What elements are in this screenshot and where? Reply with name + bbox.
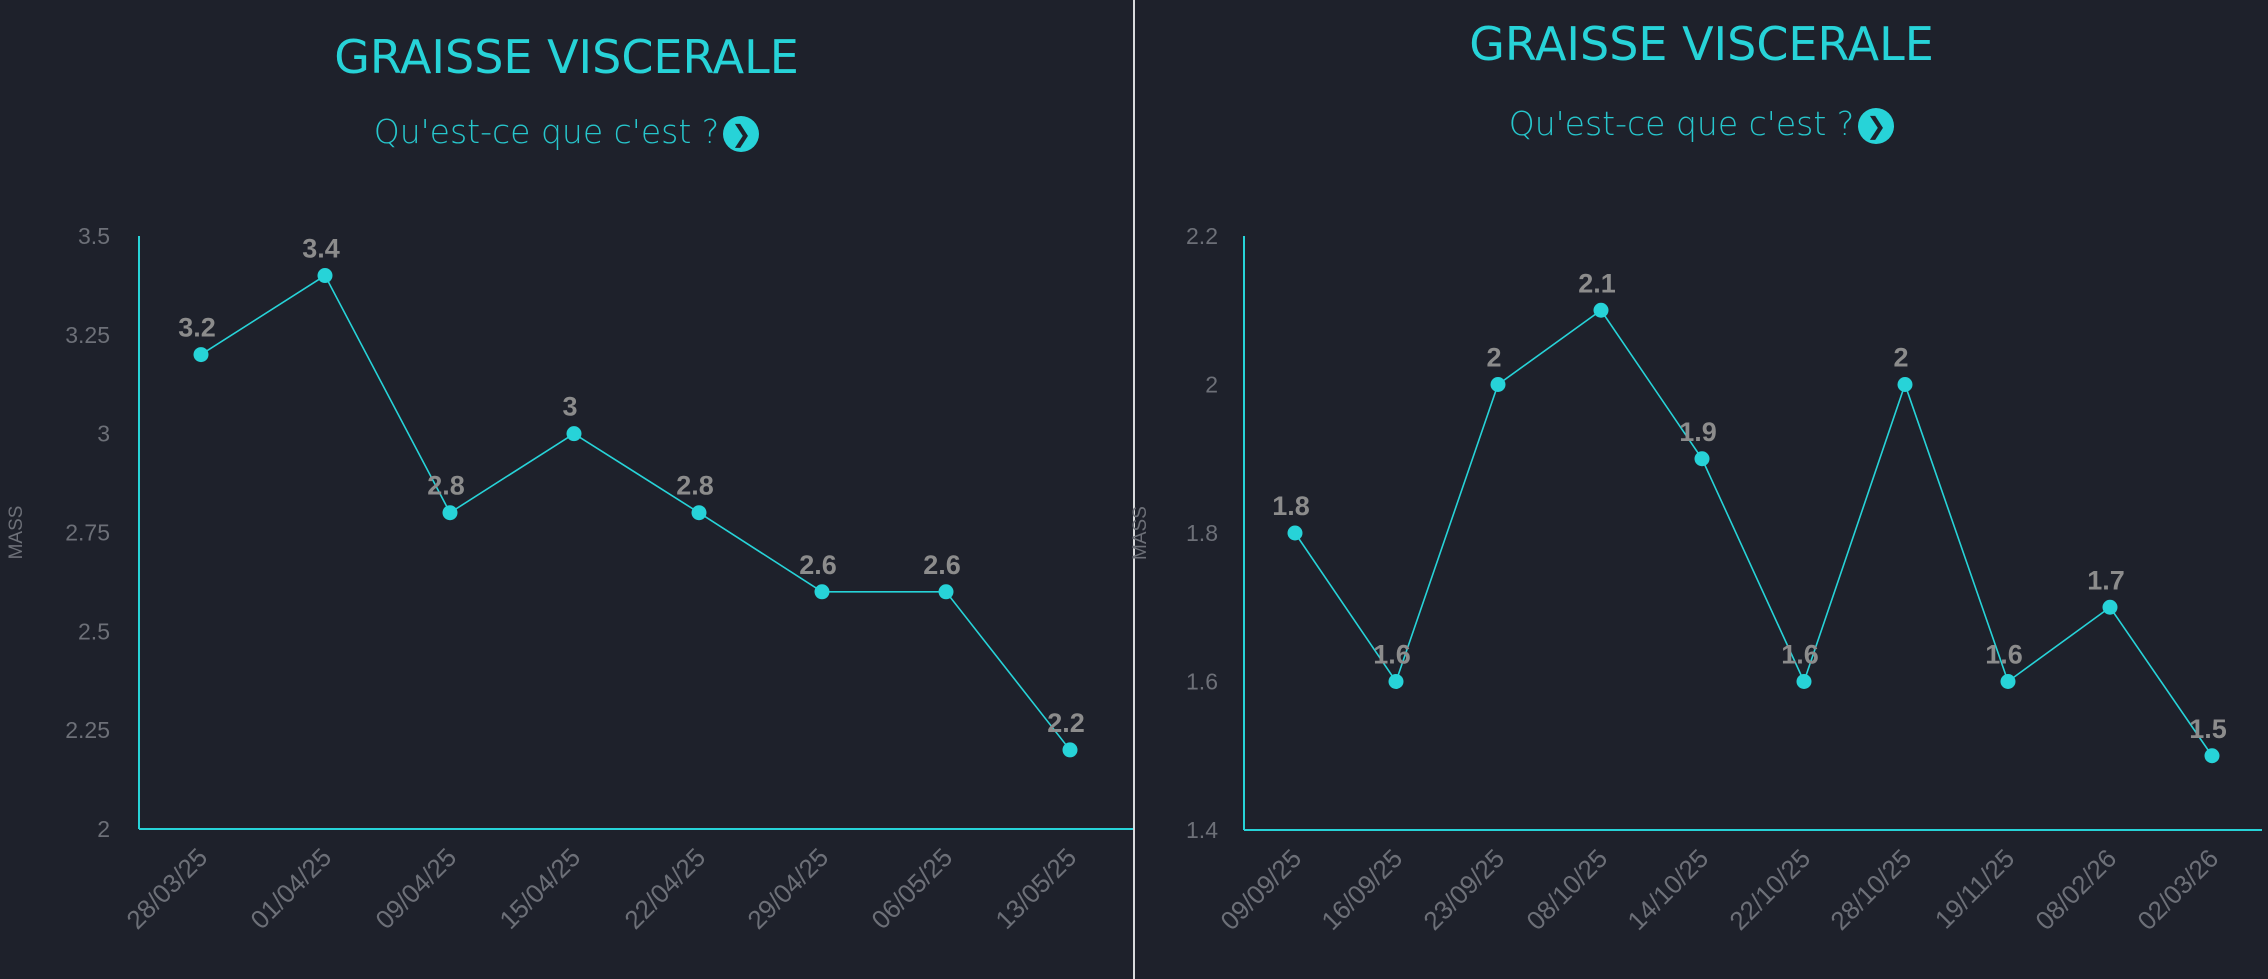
- data-point: [193, 347, 209, 363]
- x-tick-label: 09/09/25: [1214, 843, 1307, 936]
- x-tick-label: 08/02/26: [2029, 843, 2122, 936]
- data-label: 1.6: [1985, 640, 2023, 670]
- data-point: [2102, 599, 2118, 615]
- y-tick-label: 2: [1205, 372, 1218, 398]
- data-label: 1.9: [1679, 417, 1717, 447]
- data-label: 3.2: [178, 313, 216, 343]
- data-point: [566, 426, 582, 442]
- data-point: [2000, 674, 2016, 689]
- data-label: 2: [1893, 343, 1908, 373]
- data-label: 3: [562, 392, 577, 422]
- x-tick-label: 29/04/25: [741, 842, 834, 935]
- data-label: 2.6: [799, 550, 837, 580]
- y-tick-label: 2.25: [65, 717, 110, 743]
- x-tick-label: 08/10/25: [1520, 843, 1613, 936]
- chart-title: GRAISSE VISCERALE: [1469, 17, 1934, 71]
- y-tick-label: 2: [97, 816, 110, 842]
- y-tick-label: 1.8: [1186, 520, 1218, 546]
- y-axis-title: MASS: [1130, 506, 1151, 560]
- data-point: [1796, 674, 1812, 689]
- x-tick-label: 16/09/25: [1315, 843, 1408, 936]
- chart-panel-right: GRAISSE VISCERALE Qu'est-ce que c'est ? ❯: [1135, 0, 2268, 979]
- x-tick-label: 13/05/25: [989, 842, 1082, 935]
- x-tick-label: 02/03/26: [2131, 843, 2224, 936]
- info-link[interactable]: Qu'est-ce que c'est ? ❯: [0, 112, 1133, 152]
- data-label: 1.6: [1373, 640, 1411, 670]
- chevron-right-circle-icon[interactable]: ❯: [723, 115, 760, 152]
- x-tick-label: 19/11/25: [1929, 843, 2020, 934]
- x-tick-label: 23/09/25: [1417, 843, 1510, 936]
- data-label: 2.8: [427, 471, 465, 501]
- x-tick-label: 22/04/25: [618, 842, 711, 935]
- data-point: [814, 584, 830, 600]
- y-tick-label: 3.5: [78, 223, 110, 249]
- data-point: [1490, 377, 1506, 392]
- y-tick-label: 1.6: [1186, 669, 1218, 695]
- y-tick-label: 3.25: [65, 322, 110, 348]
- data-point: [938, 584, 954, 600]
- data-point: [1694, 451, 1710, 467]
- panel-divider: [1133, 0, 1135, 979]
- data-point: [2204, 748, 2220, 764]
- data-point: [1593, 302, 1609, 318]
- x-tick-label: 14/10/25: [1621, 843, 1714, 936]
- data-point: [1062, 742, 1078, 758]
- data-label: 2.2: [1047, 708, 1085, 738]
- y-tick-label: 3: [97, 421, 110, 447]
- chart-panel-left: GRAISSE VISCERALE Qu'est-ce que c'est ? ❯: [0, 0, 1133, 979]
- info-link-text: Qu'est-ce que c'est ?: [1508, 104, 1855, 143]
- data-point: [1897, 377, 1913, 392]
- y-axis-title: MASS: [6, 506, 27, 560]
- y-tick-label: 2.75: [65, 520, 110, 546]
- x-tick-label: 15/04/25: [493, 842, 586, 935]
- x-tick-label: 09/04/25: [369, 842, 462, 935]
- y-tick-label: 2.5: [78, 618, 110, 644]
- data-label: 2.8: [676, 471, 714, 501]
- data-point: [1388, 674, 1404, 689]
- info-link-text: Qu'est-ce que c'est ?: [373, 112, 720, 151]
- data-point: [442, 505, 458, 521]
- x-tick-label: 28/10/25: [1824, 843, 1917, 936]
- data-label: 2.1: [1578, 268, 1616, 298]
- data-point: [317, 268, 333, 284]
- y-tick-label: 2.2: [1186, 223, 1218, 249]
- chevron-right-circle-icon[interactable]: ❯: [1858, 107, 1895, 144]
- chart-title: GRAISSE VISCERALE: [334, 30, 799, 84]
- x-tick-label: 01/04/25: [244, 842, 337, 935]
- x-tick-label: 22/10/25: [1723, 843, 1816, 936]
- x-tick-label: 28/03/25: [120, 842, 213, 935]
- data-label: 1.6: [1781, 640, 1819, 670]
- series-line: [200, 274, 1071, 751]
- info-link[interactable]: Qu'est-ce que c'est ? ❯: [1135, 104, 2268, 144]
- data-point: [1287, 525, 1303, 541]
- data-label: 1.5: [2189, 714, 2227, 744]
- data-point: [691, 505, 707, 521]
- data-label: 2.6: [923, 550, 961, 580]
- series-line: [1294, 309, 2213, 757]
- data-label: 1.8: [1272, 491, 1310, 521]
- data-label: 2: [1486, 343, 1501, 373]
- data-label: 3.4: [302, 234, 340, 264]
- x-tick-label: 06/05/25: [865, 842, 958, 935]
- data-label: 1.7: [2087, 565, 2125, 595]
- y-tick-label: 1.4: [1186, 817, 1218, 843]
